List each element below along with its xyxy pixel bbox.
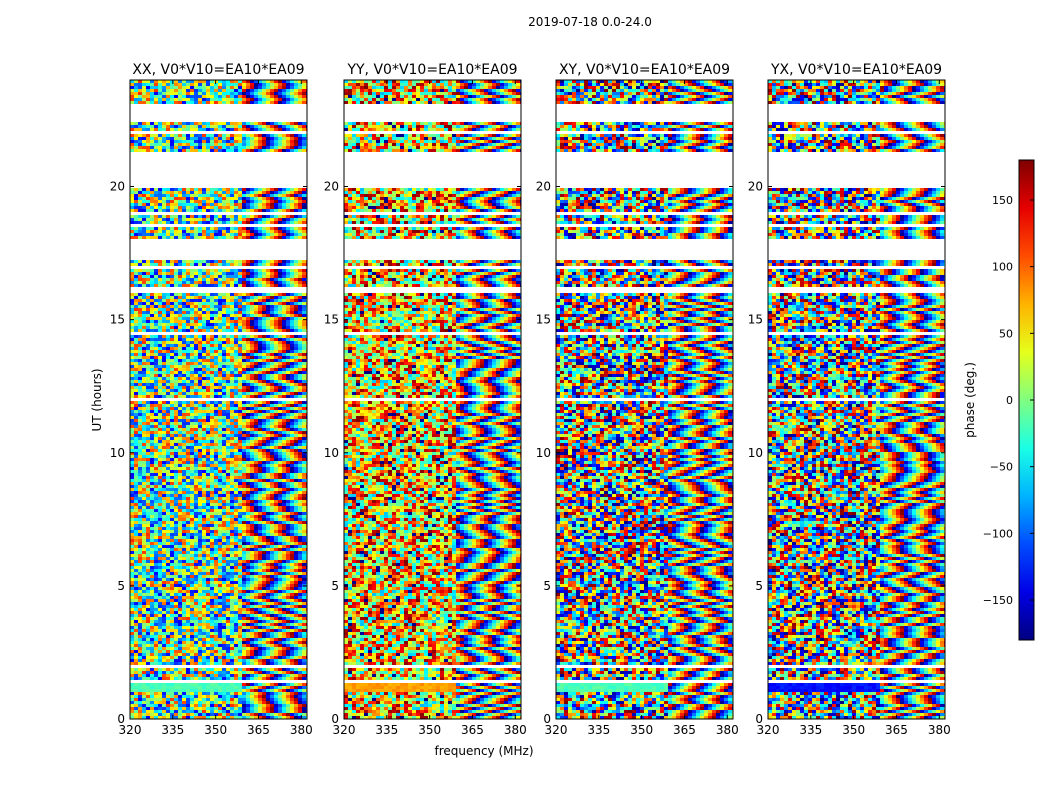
colorbar-tick-label: 0	[1006, 394, 1013, 407]
x-tick-label: 335	[799, 723, 822, 737]
y-tick-label: 15	[110, 313, 125, 327]
y-tick-label: 0	[543, 712, 551, 726]
panels: XX, V0*V10=EA10*EA09 320 335 350 365 380 0 5 10 1…	[110, 62, 951, 737]
x-tick-label: 380	[716, 723, 739, 737]
panel-yx: YX, V0*V10=EA10*EA09 320 335 350 365 380 0 5 10 1…	[748, 62, 951, 737]
y-tick-label: 0	[117, 712, 125, 726]
panel-title: XY, V0*V10=EA10*EA09	[559, 62, 730, 78]
x-tick-label: 335	[587, 723, 610, 737]
y-tick-label: 15	[324, 313, 339, 327]
chart-title: 2019-07-18 0.0-24.0	[528, 15, 652, 29]
colorbar-tick-label: −50	[990, 461, 1013, 474]
x-tick-label: 350	[418, 723, 441, 737]
panel-frame	[343, 79, 522, 720]
y-tick-label: 10	[748, 446, 763, 460]
y-tick-label: 10	[324, 446, 339, 460]
panel-frame	[767, 79, 946, 720]
panel-frame	[129, 79, 308, 720]
x-tick-label: 380	[290, 723, 313, 737]
y-tick-label: 20	[536, 180, 551, 194]
panel-yy: YY, V0*V10=EA10*EA09 320 335 350 365 380 0 5 10 1…	[324, 62, 527, 737]
x-tick-label: 320	[545, 723, 568, 737]
x-tick-label: 335	[375, 723, 398, 737]
y-tick-label: 5	[543, 579, 551, 593]
heatmap-xy	[556, 80, 733, 719]
panel-title: YY, V0*V10=EA10*EA09	[346, 62, 517, 78]
x-tick-label: 335	[161, 723, 184, 737]
panel-title: XX, V0*V10=EA10*EA09	[132, 62, 304, 78]
x-tick-label: 365	[247, 723, 270, 737]
panel-title: YX, V0*V10=EA10*EA09	[770, 62, 942, 78]
x-tick-label: 365	[461, 723, 484, 737]
colorbar-tick-label: 150	[992, 194, 1013, 207]
colorbar-tick-label: −100	[983, 527, 1013, 540]
y-tick-label: 20	[110, 180, 125, 194]
heatmap-yx	[768, 80, 945, 719]
y-tick-label: 0	[755, 712, 763, 726]
x-tick-label: 350	[204, 723, 227, 737]
y-tick-label: 10	[536, 446, 551, 460]
panel-xx: XX, V0*V10=EA10*EA09 320 335 350 365 380 0 5 10 1…	[110, 62, 313, 737]
y-tick-label: 5	[117, 579, 125, 593]
x-tick-label: 380	[504, 723, 527, 737]
panel-xy: XY, V0*V10=EA10*EA09 320 335 350 365 380 0 5 10 1…	[536, 62, 739, 737]
heatmap-xx	[130, 80, 307, 719]
y-axis-label: UT (hours)	[90, 368, 104, 431]
colorbar-label: phase (deg.)	[963, 362, 977, 438]
y-tick-label: 0	[331, 712, 339, 726]
x-axis-label: frequency (MHz)	[434, 744, 533, 758]
colorbar-tick-label: 50	[999, 327, 1013, 340]
x-tick-label: 320	[119, 723, 142, 737]
x-tick-label: 350	[630, 723, 653, 737]
y-tick-label: 10	[110, 446, 125, 460]
y-tick-label: 15	[748, 313, 763, 327]
y-tick-label: 20	[748, 180, 763, 194]
x-tick-label: 350	[842, 723, 865, 737]
y-tick-label: 15	[536, 313, 551, 327]
x-tick-label: 320	[333, 723, 356, 737]
y-tick-label: 20	[324, 180, 339, 194]
x-tick-label: 365	[885, 723, 908, 737]
colorbar-tick-label: −150	[983, 594, 1013, 607]
colorbar: 150 100 50 0 −50 −100 −150	[983, 159, 1035, 641]
y-tick-label: 5	[755, 579, 763, 593]
heatmap-yy	[344, 80, 521, 719]
colorbar-tick-label: 100	[992, 261, 1013, 274]
y-tick-label: 5	[331, 579, 339, 593]
x-tick-label: 320	[757, 723, 780, 737]
panel-frame	[555, 79, 734, 720]
x-tick-label: 380	[928, 723, 951, 737]
x-tick-label: 365	[673, 723, 696, 737]
